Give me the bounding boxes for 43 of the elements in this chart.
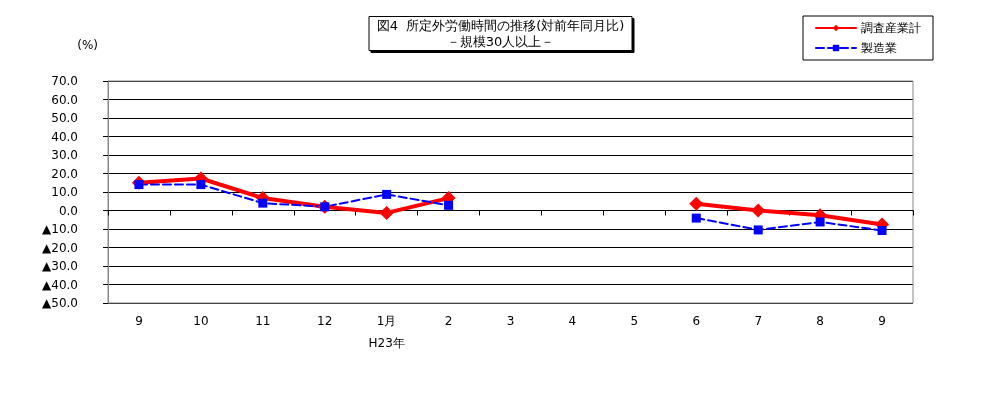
x-tick-label: 2 (444, 314, 453, 328)
x-tick-label: 6 (692, 314, 701, 328)
point (379, 205, 394, 220)
x-tick-label: 9 (135, 314, 143, 328)
chart-subtitle: －規模30人以上－ (446, 34, 555, 49)
point (258, 198, 268, 208)
point (444, 200, 454, 210)
y-tick-label: ▲40.0 (42, 277, 78, 292)
x-tick-label: 9 (878, 314, 886, 328)
y-tick-label: 70.0 (51, 74, 78, 88)
y-tick-label: 0.0 (58, 203, 78, 218)
point (689, 196, 704, 211)
point (815, 217, 825, 227)
point (382, 189, 392, 199)
point (751, 203, 766, 218)
x-tick-label: 1月 (376, 314, 397, 328)
x-tick-label: 12 (317, 314, 333, 328)
y-tick-label: ▲10.0 (42, 222, 78, 236)
legend-label: 製造業 (861, 41, 897, 55)
x-tick-label: 11 (255, 314, 271, 328)
y-tick-label: ▲20.0 (42, 240, 78, 255)
point (691, 213, 701, 223)
text: H23年 (368, 336, 405, 350)
chart-title: 図4 所定外労働時間の推移(対前年同月比) (376, 18, 625, 33)
y-tick-label: 50.0 (51, 111, 78, 125)
x-tick-label: 4 (568, 314, 577, 328)
legend-label: 調査産業計 (861, 21, 921, 35)
point (877, 225, 887, 235)
y-tick-label: 30.0 (51, 148, 78, 162)
x-tick-label: 7 (754, 314, 763, 328)
x-tick-label: 3 (506, 314, 515, 328)
y-tick-label: ▲50.0 (42, 296, 78, 310)
x-tick-label: 8 (816, 314, 824, 328)
y-tick-label: 10.0 (51, 185, 78, 199)
y-tick-label: 20.0 (51, 166, 78, 181)
y-axis-title: (%) (77, 38, 98, 52)
y-tick-label: ▲30.0 (42, 259, 78, 273)
y-tick-label: 60.0 (51, 92, 78, 107)
point (753, 225, 763, 235)
x-tick-label: 5 (630, 314, 639, 328)
y-tick-label: 40.0 (51, 129, 78, 144)
x-tick-label: 10 (193, 314, 209, 328)
point (196, 180, 206, 190)
